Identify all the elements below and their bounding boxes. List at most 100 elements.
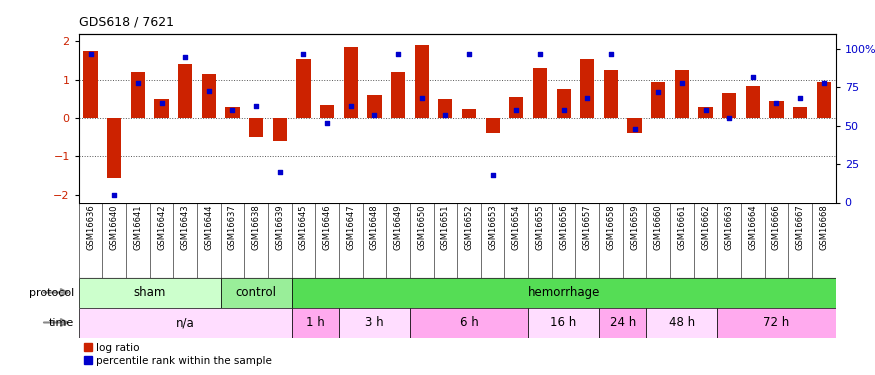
Text: 72 h: 72 h (763, 316, 789, 329)
Bar (79, 278, 220, 308)
Point (746, 74, 760, 80)
Text: GSM16642: GSM16642 (157, 205, 166, 250)
Text: GSM16638: GSM16638 (252, 205, 261, 251)
Text: 16 h: 16 h (550, 316, 577, 329)
Point (438, 112, 452, 118)
Point (698, 108, 712, 114)
Text: GSM16653: GSM16653 (488, 205, 497, 251)
Text: GSM16664: GSM16664 (748, 205, 758, 251)
Point (556, 108, 570, 114)
Point (462, 51, 476, 57)
Point (793, 95, 807, 101)
Bar (410, 308, 528, 338)
Text: GSM16661: GSM16661 (677, 205, 686, 251)
Text: GSM16650: GSM16650 (417, 205, 426, 250)
Point (108, 192, 122, 198)
Bar (599, 308, 647, 338)
Bar (651, 82, 665, 118)
Bar (698, 106, 712, 118)
Bar (391, 72, 405, 118)
Point (722, 115, 736, 121)
Text: GSM16662: GSM16662 (701, 205, 710, 251)
Bar (107, 118, 122, 178)
Text: GDS618 / 7621: GDS618 / 7621 (79, 15, 174, 28)
Point (368, 112, 382, 118)
Text: 6 h: 6 h (459, 316, 479, 329)
Text: GSM16637: GSM16637 (228, 205, 237, 251)
Text: GSM16658: GSM16658 (606, 205, 615, 251)
Text: GSM16641: GSM16641 (133, 205, 143, 250)
Point (226, 108, 240, 114)
Bar (291, 308, 339, 338)
Text: n/a: n/a (176, 316, 194, 329)
Text: hemorrhage: hemorrhage (528, 286, 599, 299)
Point (249, 103, 263, 109)
Legend: log ratio, percentile rank within the sample: log ratio, percentile rank within the sa… (84, 343, 272, 366)
Point (84, 51, 98, 57)
Bar (130, 72, 145, 118)
Bar (675, 70, 689, 118)
Point (509, 108, 523, 114)
Text: GSM16660: GSM16660 (654, 205, 662, 251)
Point (816, 80, 830, 86)
Bar (722, 93, 736, 118)
Text: GSM16640: GSM16640 (109, 205, 119, 250)
Point (486, 172, 500, 178)
Text: 3 h: 3 h (365, 316, 384, 329)
Text: GSM16659: GSM16659 (630, 205, 639, 250)
Point (202, 87, 216, 93)
Text: GSM16651: GSM16651 (441, 205, 450, 250)
Bar (746, 86, 760, 118)
Bar (273, 118, 287, 141)
Point (320, 120, 334, 126)
Point (533, 51, 547, 57)
Text: GSM16657: GSM16657 (583, 205, 592, 251)
Point (297, 51, 311, 57)
Bar (627, 118, 641, 134)
Text: 48 h: 48 h (668, 316, 695, 329)
Text: GSM16652: GSM16652 (465, 205, 473, 250)
Bar (178, 64, 192, 118)
Text: GSM16644: GSM16644 (205, 205, 213, 250)
Text: GSM16666: GSM16666 (772, 205, 781, 251)
Text: GSM16663: GSM16663 (724, 205, 734, 251)
Text: protocol: protocol (29, 288, 74, 297)
Bar (793, 106, 808, 118)
Point (769, 100, 783, 106)
Text: GSM16648: GSM16648 (370, 205, 379, 251)
Bar (344, 47, 358, 118)
Text: GSM16655: GSM16655 (536, 205, 544, 250)
Point (651, 89, 665, 95)
Text: GSM16646: GSM16646 (323, 205, 332, 251)
Bar (297, 58, 311, 118)
Point (391, 51, 405, 57)
Bar (509, 97, 523, 118)
Bar (202, 74, 216, 118)
Text: GSM16636: GSM16636 (86, 205, 95, 251)
Point (273, 169, 287, 175)
Bar (249, 118, 263, 137)
Bar (220, 278, 291, 308)
Point (627, 126, 641, 132)
Bar (769, 101, 784, 118)
Point (344, 103, 358, 109)
Text: GSM16643: GSM16643 (180, 205, 190, 251)
Bar (320, 105, 334, 118)
Bar (580, 58, 594, 118)
Point (131, 80, 145, 86)
Text: GSM16654: GSM16654 (512, 205, 521, 250)
Bar (291, 278, 836, 308)
Point (178, 54, 192, 60)
Bar (368, 95, 382, 118)
Bar (604, 70, 618, 118)
Bar (438, 99, 452, 118)
Bar (339, 308, 410, 338)
Point (155, 100, 169, 106)
Text: GSM16639: GSM16639 (276, 205, 284, 251)
Bar (462, 108, 476, 118)
Text: control: control (235, 286, 276, 299)
Bar (533, 68, 547, 118)
Text: 24 h: 24 h (610, 316, 636, 329)
Text: GSM16647: GSM16647 (346, 205, 355, 251)
Bar (79, 308, 291, 338)
